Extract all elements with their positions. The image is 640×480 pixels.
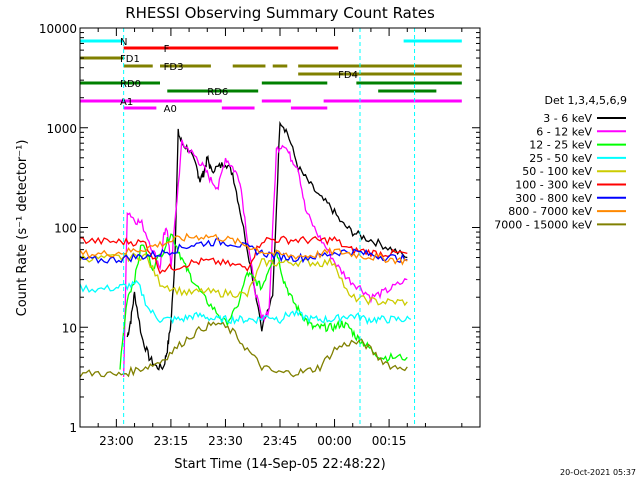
- y-tick-label: 10000: [39, 22, 77, 36]
- x-tick-label: 00:00: [317, 434, 352, 448]
- legend-label-12-25-kev: 12 - 25 keV: [529, 139, 592, 152]
- x-tick-label: 23:45: [263, 434, 298, 448]
- chart-title: RHESSI Observing Summary Count Rates: [125, 4, 435, 22]
- legend-label-6-12-kev: 6 - 12 keV: [536, 125, 592, 138]
- x-axis-label: Start Time (14-Sep-05 22:48:22): [174, 457, 385, 472]
- y-axis: 1 10 100 1000 10000: [39, 22, 480, 435]
- flag-label-rd0: RD0: [120, 79, 141, 90]
- series-line-300-800-kev: [79, 237, 408, 264]
- y-tick-label: 10: [62, 321, 77, 335]
- legend-label-50-100-kev: 50 - 100 keV: [522, 165, 592, 178]
- y-tick-label: 100: [54, 222, 77, 236]
- series-line-7000-15000-kev: [79, 321, 408, 378]
- legend-label-100-300-kev: 100 - 300 keV: [515, 179, 592, 192]
- legend-label-7000-15000-kev: 7000 - 15000 keV: [494, 218, 592, 231]
- legend-label-25-50-kev: 25 - 50 keV: [529, 152, 592, 165]
- x-tick-label: 23:15: [154, 434, 189, 448]
- legend-title: Det 1,3,4,5,6,9: [544, 94, 627, 107]
- x-tick-label: 23:30: [208, 434, 243, 448]
- series-line-3-6-kev: [126, 120, 408, 371]
- series-line-800-7000-kev: [79, 232, 408, 266]
- footer-timestamp: 20-Oct-2021 05:37: [560, 468, 636, 477]
- x-axis: 23:00 23:15 23:30 23:45 00:00 00:15: [79, 28, 481, 448]
- flag-label-f: F: [164, 44, 170, 55]
- series-line-50-100-kev: [79, 251, 408, 307]
- series-line-25-50-kev: [79, 279, 412, 326]
- flag-label-fd3: FD3: [164, 62, 184, 73]
- y-tick-label: 1: [69, 421, 77, 435]
- series-line-6-12-kev: [122, 139, 408, 377]
- y-tick-label: 1000: [46, 122, 77, 136]
- flag-label-fd4: FD4: [338, 70, 358, 81]
- series-layer: [79, 120, 412, 378]
- flag-label-a0: A0: [164, 104, 177, 115]
- flag-label-fd1: FD1: [120, 54, 140, 65]
- flag-label-rd6: RD6: [207, 87, 228, 98]
- legend-label-800-7000-kev: 800 - 7000 keV: [508, 205, 592, 218]
- flag-label-a1: A1: [120, 97, 133, 108]
- x-tick-label: 23:00: [99, 434, 134, 448]
- y-axis-label: Count Rate (s⁻¹ detector⁻¹): [15, 140, 30, 317]
- x-tick-label: 00:15: [372, 434, 407, 448]
- legend-label-300-800-kev: 300 - 800 keV: [515, 192, 592, 205]
- legend-label-3-6-kev: 3 - 6 keV: [543, 112, 592, 125]
